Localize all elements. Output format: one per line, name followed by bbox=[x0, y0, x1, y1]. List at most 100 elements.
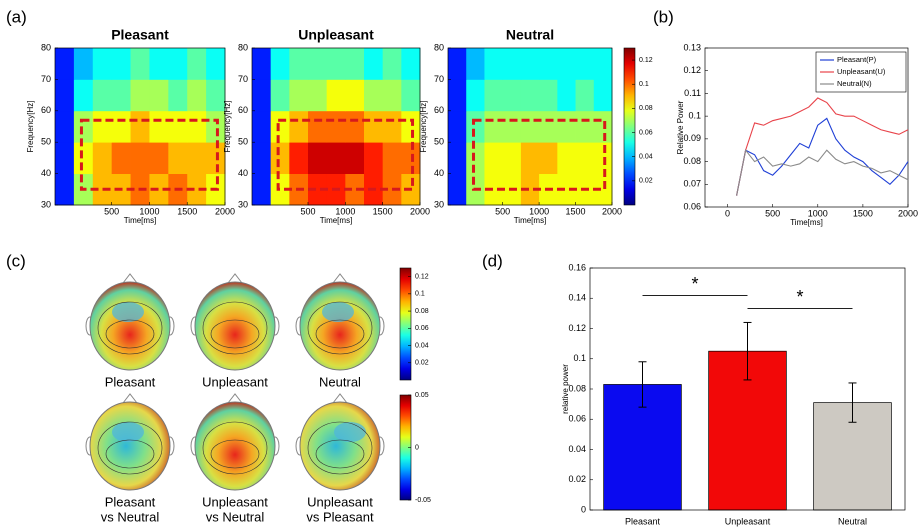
heatmap-cell bbox=[149, 79, 168, 111]
heatmap-cell bbox=[466, 111, 485, 143]
heatmap-cell bbox=[271, 142, 290, 174]
x-tick-label: 1500 bbox=[177, 206, 197, 216]
y-tick-label: 60 bbox=[238, 105, 248, 115]
heatmap-cell bbox=[271, 111, 290, 143]
y-tick-label: 50 bbox=[434, 137, 444, 147]
topomap-label: vs Neutral bbox=[101, 509, 160, 524]
heatmap-cell bbox=[576, 142, 595, 174]
y-tick-label: 0.14 bbox=[568, 293, 586, 303]
significance-label: * bbox=[691, 274, 698, 294]
heatmap-cell bbox=[503, 111, 522, 143]
heatmap-cell bbox=[93, 142, 112, 174]
x-tick-label: 1000 bbox=[529, 206, 549, 216]
heatmap-cell bbox=[539, 48, 558, 80]
topomap bbox=[300, 282, 380, 370]
heatmap-cell bbox=[131, 48, 150, 80]
chart-title: Unpleasant bbox=[298, 27, 374, 43]
x-tick-label: Neutral bbox=[838, 516, 867, 526]
heatmap-cell bbox=[93, 79, 112, 111]
heatmap-cell bbox=[187, 111, 206, 143]
topomap-label: vs Pleasant bbox=[306, 509, 374, 524]
heatmap-cell bbox=[187, 142, 206, 174]
heatmap-cell bbox=[345, 111, 364, 143]
topomap-label: Neutral bbox=[319, 374, 361, 389]
heatmap-cell bbox=[206, 48, 225, 80]
topomap bbox=[90, 282, 170, 370]
x-tick-label: 2000 bbox=[215, 206, 235, 216]
x-tick-label: 500 bbox=[104, 206, 119, 216]
x-tick-label: 500 bbox=[300, 206, 315, 216]
heatmap-cell bbox=[74, 111, 93, 143]
heatmap-cell bbox=[484, 48, 503, 80]
heatmap-cell bbox=[539, 79, 558, 111]
heatmap-cell bbox=[308, 111, 327, 143]
colorbar-tick-label: 0.06 bbox=[639, 129, 653, 136]
y-tick-label: 0.04 bbox=[568, 444, 586, 454]
heatmap-cell bbox=[364, 142, 383, 174]
topomap-label: vs Neutral bbox=[206, 509, 265, 524]
heatmap-cell bbox=[308, 79, 327, 111]
topomap-region bbox=[112, 302, 144, 322]
y-tick-label: 0.09 bbox=[683, 133, 701, 143]
y-tick-label: 30 bbox=[238, 199, 248, 209]
heatmap-cell bbox=[521, 79, 540, 111]
topomap-region bbox=[112, 422, 144, 442]
legend-label: Neutral(N) bbox=[837, 79, 872, 88]
panel-label: (c) bbox=[6, 251, 26, 270]
x-axis-label: Time[ms] bbox=[790, 218, 823, 227]
x-tick-label: 1000 bbox=[808, 208, 828, 218]
heatmap-cell bbox=[149, 142, 168, 174]
heatmap-cell bbox=[252, 79, 271, 111]
colorbar-tick-label: 0.08 bbox=[639, 105, 653, 112]
heatmap-cell bbox=[252, 142, 271, 174]
topomap-region bbox=[322, 302, 354, 322]
y-tick-label: 70 bbox=[434, 74, 444, 84]
heatmap-cell bbox=[364, 79, 383, 111]
heatmap-cell bbox=[521, 111, 540, 143]
heatmap-cell bbox=[484, 111, 503, 143]
heatmap-cell bbox=[484, 79, 503, 111]
heatmap-cell bbox=[594, 142, 613, 174]
y-tick-label: 0.02 bbox=[568, 474, 586, 484]
y-tick-label: 0.13 bbox=[683, 42, 701, 52]
y-tick-label: 0.11 bbox=[684, 88, 701, 98]
heatmap-cell bbox=[149, 111, 168, 143]
heatmap-cell bbox=[448, 111, 467, 143]
y-tick-label: 80 bbox=[238, 42, 248, 52]
x-tick-label: 1500 bbox=[853, 208, 873, 218]
figure: (a)Pleasant500100015002000304050607080Ti… bbox=[0, 0, 918, 531]
topomap bbox=[195, 402, 275, 490]
heatmap-cell bbox=[345, 142, 364, 174]
y-tick-label: 80 bbox=[434, 42, 444, 52]
x-tick-label: 1000 bbox=[139, 206, 159, 216]
heatmap-cell bbox=[74, 79, 93, 111]
x-tick-label: 500 bbox=[495, 206, 510, 216]
panel-label: (b) bbox=[653, 7, 674, 26]
x-tick-label: Unpleasant bbox=[725, 516, 771, 526]
heatmap-cell bbox=[383, 79, 402, 111]
heatmap-cell bbox=[289, 111, 308, 143]
x-axis-label: Time[ms] bbox=[514, 216, 547, 225]
x-tick-label: 2000 bbox=[898, 208, 918, 218]
colorbar-tick-label: 0.02 bbox=[415, 360, 429, 367]
colorbar-tick-label: 0 bbox=[415, 444, 419, 451]
heatmap-cell bbox=[594, 111, 613, 143]
topomap bbox=[300, 402, 380, 490]
heatmap-cell bbox=[327, 111, 346, 143]
colorbar-tick-label: 0.1 bbox=[415, 291, 425, 298]
x-tick-label: 1500 bbox=[566, 206, 586, 216]
y-tick-label: 0 bbox=[581, 504, 586, 514]
x-tick-label: Pleasant bbox=[625, 516, 661, 526]
heatmap-cell bbox=[484, 142, 503, 174]
heatmap-cell bbox=[327, 79, 346, 111]
heatmap-cell bbox=[308, 48, 327, 80]
topomap-label: Pleasant bbox=[105, 374, 156, 389]
heatmap-cell bbox=[466, 79, 485, 111]
y-tick-label: 0.16 bbox=[568, 262, 586, 272]
heatmap-cell bbox=[168, 79, 187, 111]
heatmap-cell bbox=[289, 48, 308, 80]
heatmap-cell bbox=[327, 48, 346, 80]
topomap-label: Unpleasant bbox=[202, 494, 268, 509]
heatmap-cell bbox=[271, 79, 290, 111]
y-tick-label: 70 bbox=[238, 74, 248, 84]
